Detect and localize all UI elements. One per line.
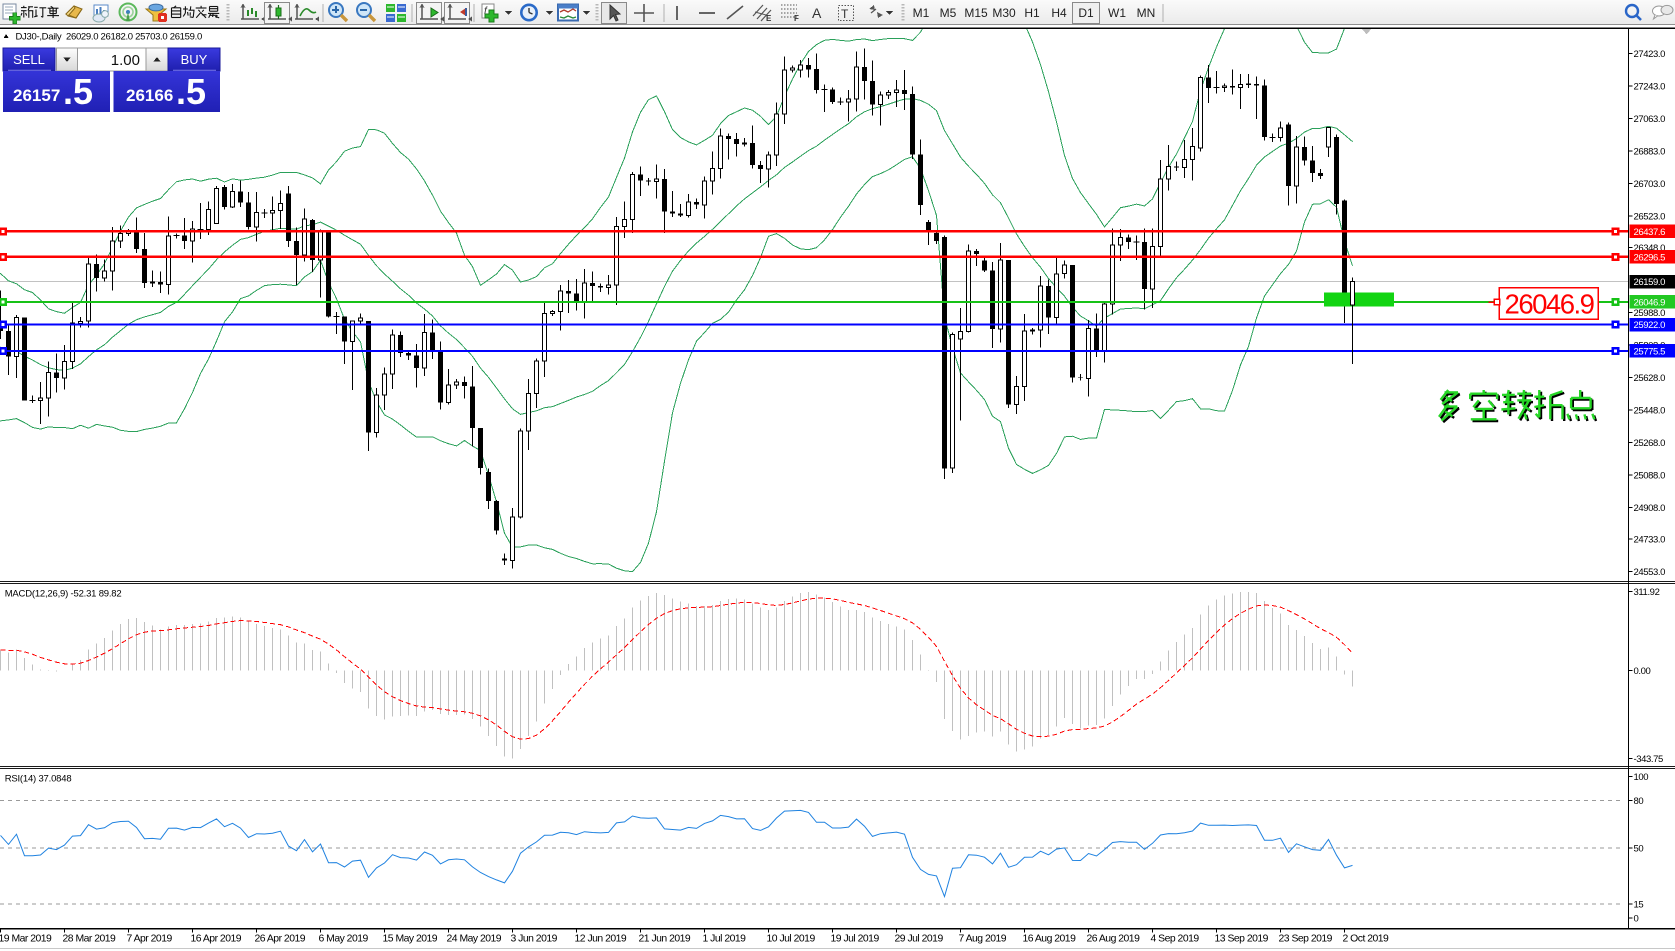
- svg-text:0: 0: [1634, 913, 1639, 924]
- svg-text:80: 80: [1634, 796, 1644, 807]
- svg-text:26046.9: 26046.9: [1505, 289, 1594, 320]
- svg-text:25448.0: 25448.0: [1634, 406, 1666, 417]
- svg-text:H4: H4: [1051, 6, 1067, 20]
- svg-text:1 Jul 2019: 1 Jul 2019: [703, 933, 747, 944]
- svg-text:16 Aug 2019: 16 Aug 2019: [1023, 933, 1077, 944]
- svg-text:1.00: 1.00: [111, 52, 140, 69]
- svg-text:25988.0: 25988.0: [1634, 308, 1666, 319]
- svg-text:24733.0: 24733.0: [1634, 535, 1666, 546]
- svg-text:E: E: [766, 14, 772, 23]
- svg-text:H1: H1: [1024, 6, 1040, 20]
- svg-text:19 Mar 2019: 19 Mar 2019: [0, 933, 52, 944]
- svg-text:.5: .5: [63, 71, 93, 112]
- svg-text:16 Apr 2019: 16 Apr 2019: [191, 933, 242, 944]
- svg-text:26348.0: 26348.0: [1634, 243, 1666, 254]
- svg-text:3 Jun 2019: 3 Jun 2019: [511, 933, 558, 944]
- svg-text:M5: M5: [940, 6, 957, 20]
- svg-text:19 Jul 2019: 19 Jul 2019: [831, 933, 880, 944]
- svg-text:27423.0: 27423.0: [1634, 49, 1666, 60]
- svg-text:26703.0: 26703.0: [1634, 179, 1666, 190]
- svg-text:26296.5: 26296.5: [1634, 252, 1666, 263]
- svg-text:7 Apr 2019: 7 Apr 2019: [127, 933, 173, 944]
- svg-text:13 Sep 2019: 13 Sep 2019: [1215, 933, 1269, 944]
- svg-text:W1: W1: [1108, 6, 1126, 20]
- svg-text:15: 15: [1634, 900, 1644, 911]
- svg-text:7 Aug 2019: 7 Aug 2019: [959, 933, 1007, 944]
- svg-text:MN: MN: [1137, 6, 1156, 20]
- svg-text:M30: M30: [992, 6, 1016, 20]
- svg-text:26166: 26166: [126, 86, 173, 105]
- svg-text:10 Jul 2019: 10 Jul 2019: [767, 933, 816, 944]
- svg-text:26523.0: 26523.0: [1634, 212, 1666, 223]
- svg-text:.5: .5: [176, 71, 206, 112]
- svg-text:M1: M1: [913, 6, 930, 20]
- svg-text:26437.6: 26437.6: [1634, 227, 1666, 238]
- svg-text:4 Sep 2019: 4 Sep 2019: [1151, 933, 1200, 944]
- svg-text:0.00: 0.00: [1634, 666, 1651, 677]
- svg-text:26 Aug 2019: 26 Aug 2019: [1087, 933, 1141, 944]
- svg-text:SELL: SELL: [13, 52, 45, 67]
- svg-text:26883.0: 26883.0: [1634, 147, 1666, 158]
- svg-text:29 Jul 2019: 29 Jul 2019: [895, 933, 944, 944]
- svg-text:24 May 2019: 24 May 2019: [447, 933, 502, 944]
- svg-text:RSI(14) 37.0848: RSI(14) 37.0848: [5, 774, 72, 785]
- svg-text:311.92: 311.92: [1634, 587, 1660, 598]
- svg-text:f: f: [484, 6, 488, 17]
- svg-text:27063.0: 27063.0: [1634, 114, 1666, 125]
- svg-text:25628.0: 25628.0: [1634, 373, 1666, 384]
- svg-text:26159.0: 26159.0: [1634, 277, 1666, 288]
- svg-text:28 Mar 2019: 28 Mar 2019: [63, 933, 117, 944]
- svg-text:26046.9: 26046.9: [1634, 298, 1666, 309]
- svg-text:A: A: [812, 5, 822, 21]
- svg-text:26157: 26157: [13, 86, 60, 105]
- svg-text:50: 50: [1634, 844, 1644, 855]
- svg-text:25268.0: 25268.0: [1634, 438, 1666, 449]
- svg-text:F: F: [794, 14, 799, 23]
- svg-text:DJ30-,Daily 26029.0 26182.0 2: DJ30-,Daily 26029.0 26182.0 25703.0 2615…: [16, 32, 202, 43]
- svg-text:T: T: [841, 7, 849, 21]
- svg-text:100: 100: [1634, 772, 1649, 783]
- svg-text:12 Jun 2019: 12 Jun 2019: [575, 933, 627, 944]
- svg-text:MACD(12,26,9) -52.31 89.82: MACD(12,26,9) -52.31 89.82: [5, 588, 122, 599]
- svg-text:25775.5: 25775.5: [1634, 347, 1666, 358]
- svg-text:2 Oct 2019: 2 Oct 2019: [1343, 933, 1390, 944]
- svg-text:24553.0: 24553.0: [1634, 567, 1666, 578]
- svg-text:6 May 2019: 6 May 2019: [319, 933, 369, 944]
- svg-text:D1: D1: [1078, 6, 1094, 20]
- svg-text:M15: M15: [964, 6, 988, 20]
- svg-text:-343.75: -343.75: [1634, 754, 1664, 765]
- svg-text:15 May 2019: 15 May 2019: [383, 933, 438, 944]
- svg-text:26 Apr 2019: 26 Apr 2019: [255, 933, 306, 944]
- svg-text:25088.0: 25088.0: [1634, 471, 1666, 482]
- svg-text:24908.0: 24908.0: [1634, 503, 1666, 514]
- svg-text:25922.0: 25922.0: [1634, 320, 1666, 331]
- svg-text:21 Jun 2019: 21 Jun 2019: [639, 933, 691, 944]
- svg-text:27243.0: 27243.0: [1634, 82, 1666, 93]
- svg-text:BUY: BUY: [181, 52, 208, 67]
- svg-text:23 Sep 2019: 23 Sep 2019: [1279, 933, 1333, 944]
